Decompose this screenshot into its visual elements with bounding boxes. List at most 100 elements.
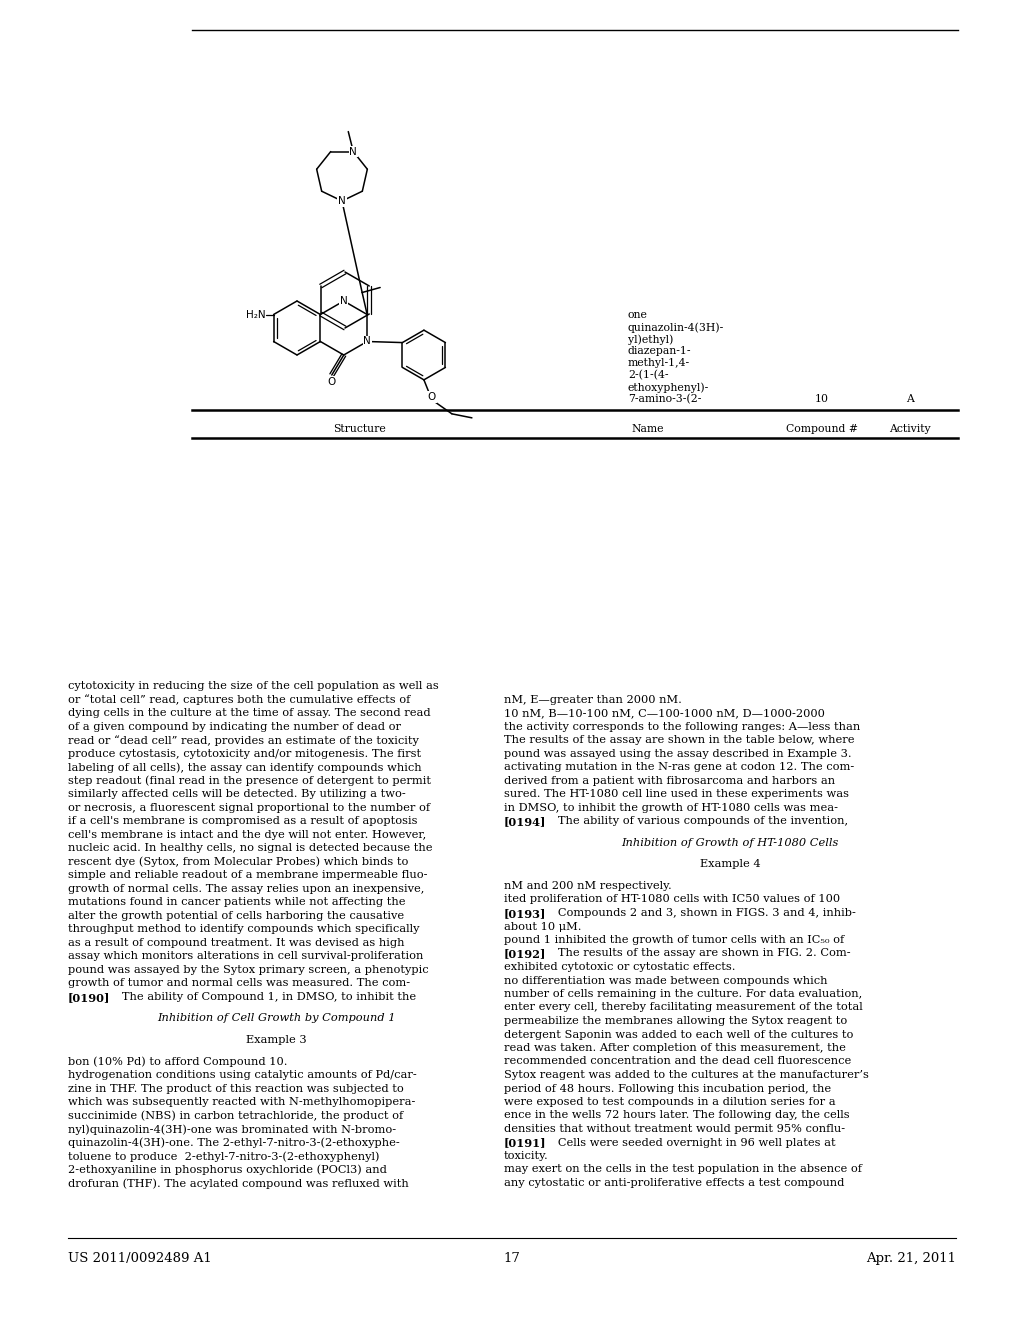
Text: of a given compound by indicating the number of dead or: of a given compound by indicating the nu… <box>68 722 401 731</box>
Text: N: N <box>349 147 357 157</box>
Text: activating mutation in the N-ras gene at codon 12. The com-: activating mutation in the N-ras gene at… <box>504 762 854 772</box>
Text: simple and reliable readout of a membrane impermeable fluo-: simple and reliable readout of a membran… <box>68 870 427 880</box>
Text: Compounds 2 and 3, shown in FIGS. 3 and 4, inhib-: Compounds 2 and 3, shown in FIGS. 3 and … <box>547 908 856 917</box>
Text: cytotoxicity in reducing the size of the cell population as well as: cytotoxicity in reducing the size of the… <box>68 681 438 692</box>
Text: ited proliferation of HT-1080 cells with IC50 values of 100: ited proliferation of HT-1080 cells with… <box>504 895 840 904</box>
Text: throughput method to identify compounds which specifically: throughput method to identify compounds … <box>68 924 420 935</box>
Text: no differentiation was made between compounds which: no differentiation was made between comp… <box>504 975 827 986</box>
Text: hydrogenation conditions using catalytic amounts of Pd/car-: hydrogenation conditions using catalytic… <box>68 1071 417 1080</box>
Text: alter the growth potential of cells harboring the causative: alter the growth potential of cells harb… <box>68 911 404 921</box>
Text: detergent Saponin was added to each well of the cultures to: detergent Saponin was added to each well… <box>504 1030 853 1040</box>
Text: N: N <box>340 296 347 306</box>
Text: densities that without treatment would permit 95% conflu-: densities that without treatment would p… <box>504 1125 845 1134</box>
Text: succinimide (NBS) in carbon tetrachloride, the product of: succinimide (NBS) in carbon tetrachlorid… <box>68 1110 403 1121</box>
Text: [0191]: [0191] <box>504 1138 547 1148</box>
Text: diazepan-1-: diazepan-1- <box>628 346 691 356</box>
Text: pound was assayed by the Sytox primary screen, a phenotypic: pound was assayed by the Sytox primary s… <box>68 965 429 974</box>
Text: [0194]: [0194] <box>504 816 547 828</box>
Text: nucleic acid. In healthy cells, no signal is detected because the: nucleic acid. In healthy cells, no signa… <box>68 843 432 853</box>
Text: toluene to produce  2-ethyl-7-nitro-3-(2-ethoxyphenyl): toluene to produce 2-ethyl-7-nitro-3-(2-… <box>68 1151 380 1162</box>
Text: Inhibition of Growth of HT-1080 Cells: Inhibition of Growth of HT-1080 Cells <box>622 838 839 847</box>
Text: ence in the wells 72 hours later. The following day, the cells: ence in the wells 72 hours later. The fo… <box>504 1110 850 1121</box>
Text: yl)ethyl): yl)ethyl) <box>628 334 674 345</box>
Text: similarly affected cells will be detected. By utilizing a two-: similarly affected cells will be detecte… <box>68 789 406 799</box>
Text: or “total cell” read, captures both the cumulative effects of: or “total cell” read, captures both the … <box>68 694 411 705</box>
Text: as a result of compound treatment. It was devised as high: as a result of compound treatment. It wa… <box>68 937 404 948</box>
Text: step readout (final read in the presence of detergent to permit: step readout (final read in the presence… <box>68 776 431 787</box>
Text: read or “dead cell” read, provides an estimate of the toxicity: read or “dead cell” read, provides an es… <box>68 735 419 746</box>
Text: 10: 10 <box>815 393 829 404</box>
Text: H₂N: H₂N <box>246 309 265 319</box>
Text: growth of normal cells. The assay relies upon an inexpensive,: growth of normal cells. The assay relies… <box>68 883 424 894</box>
Text: [0193]: [0193] <box>504 908 547 919</box>
Text: The ability of various compounds of the invention,: The ability of various compounds of the … <box>547 816 848 826</box>
Text: if a cell's membrane is compromised as a result of apoptosis: if a cell's membrane is compromised as a… <box>68 816 418 826</box>
Text: methyl-1,4-: methyl-1,4- <box>628 358 690 368</box>
Text: labeling of all cells), the assay can identify compounds which: labeling of all cells), the assay can id… <box>68 762 422 772</box>
Text: nM and 200 nM respectively.: nM and 200 nM respectively. <box>504 880 672 891</box>
Text: in DMSO, to inhibit the growth of HT-1080 cells was mea-: in DMSO, to inhibit the growth of HT-108… <box>504 803 838 813</box>
Text: 2-ethoxyaniline in phosphorus oxychloride (POCl3) and: 2-ethoxyaniline in phosphorus oxychlorid… <box>68 1164 387 1175</box>
Text: The results of the assay are shown in the table below, where: The results of the assay are shown in th… <box>504 735 854 746</box>
Text: pound 1 inhibited the growth of tumor cells with an IC₅₀ of: pound 1 inhibited the growth of tumor ce… <box>504 935 844 945</box>
Text: ethoxyphenyl)-: ethoxyphenyl)- <box>628 381 710 392</box>
Text: number of cells remaining in the culture. For data evaluation,: number of cells remaining in the culture… <box>504 989 862 999</box>
Text: the activity corresponds to the following ranges: A—less than: the activity corresponds to the followin… <box>504 722 860 731</box>
Text: or necrosis, a fluorescent signal proportional to the number of: or necrosis, a fluorescent signal propor… <box>68 803 430 813</box>
Text: Inhibition of Cell Growth by Compound 1: Inhibition of Cell Growth by Compound 1 <box>157 1014 395 1023</box>
Text: sured. The HT-1080 cell line used in these experiments was: sured. The HT-1080 cell line used in the… <box>504 789 849 799</box>
Text: enter every cell, thereby facilitating measurement of the total: enter every cell, thereby facilitating m… <box>504 1002 863 1012</box>
Text: quinazolin-4(3H)-one. The 2-ethyl-7-nitro-3-(2-ethoxyphe-: quinazolin-4(3H)-one. The 2-ethyl-7-nitr… <box>68 1138 399 1148</box>
Text: Name: Name <box>632 424 665 434</box>
Text: The results of the assay are shown in FIG. 2. Com-: The results of the assay are shown in FI… <box>547 949 851 958</box>
Text: about 10 μM.: about 10 μM. <box>504 921 582 932</box>
Text: derived from a patient with fibrosarcoma and harbors an: derived from a patient with fibrosarcoma… <box>504 776 836 785</box>
Text: 2-(1-(4-: 2-(1-(4- <box>628 370 669 380</box>
Text: Cells were seeded overnight in 96 well plates at: Cells were seeded overnight in 96 well p… <box>547 1138 836 1147</box>
Text: may exert on the cells in the test population in the absence of: may exert on the cells in the test popul… <box>504 1164 862 1175</box>
Text: drofuran (THF). The acylated compound was refluxed with: drofuran (THF). The acylated compound wa… <box>68 1177 409 1188</box>
Text: [0190]: [0190] <box>68 991 111 1003</box>
Text: 17: 17 <box>504 1251 520 1265</box>
Text: A: A <box>906 393 914 404</box>
Text: O: O <box>328 378 336 387</box>
Text: Sytox reagent was added to the cultures at the manufacturer’s: Sytox reagent was added to the cultures … <box>504 1071 869 1080</box>
Text: which was subsequently reacted with N-methylhomopipera-: which was subsequently reacted with N-me… <box>68 1097 416 1107</box>
Text: Activity: Activity <box>889 424 931 434</box>
Text: dying cells in the culture at the time of assay. The second read: dying cells in the culture at the time o… <box>68 709 431 718</box>
Text: produce cytostasis, cytotoxicity and/or mitogenesis. The first: produce cytostasis, cytotoxicity and/or … <box>68 748 421 759</box>
Text: read was taken. After completion of this measurement, the: read was taken. After completion of this… <box>504 1043 846 1053</box>
Text: growth of tumor and normal cells was measured. The com-: growth of tumor and normal cells was mea… <box>68 978 411 989</box>
Text: zine in THF. The product of this reaction was subjected to: zine in THF. The product of this reactio… <box>68 1084 403 1093</box>
Text: N: N <box>364 337 371 346</box>
Text: cell's membrane is intact and the dye will not enter. However,: cell's membrane is intact and the dye wi… <box>68 830 426 840</box>
Text: one: one <box>628 310 648 319</box>
Text: Example 3: Example 3 <box>246 1035 306 1045</box>
Text: assay which monitors alterations in cell survival-proliferation: assay which monitors alterations in cell… <box>68 952 423 961</box>
Text: Apr. 21, 2011: Apr. 21, 2011 <box>866 1251 956 1265</box>
Text: nyl)quinazolin-4(3H)-one was brominated with N-bromo-: nyl)quinazolin-4(3H)-one was brominated … <box>68 1125 396 1135</box>
Text: permeabilize the membranes allowing the Sytox reagent to: permeabilize the membranes allowing the … <box>504 1016 847 1026</box>
Text: [0192]: [0192] <box>504 949 547 960</box>
Text: N: N <box>338 195 346 206</box>
Text: rescent dye (Sytox, from Molecular Probes) which binds to: rescent dye (Sytox, from Molecular Probe… <box>68 857 409 867</box>
Text: Compound #: Compound # <box>786 424 858 434</box>
Text: 10 nM, B—10-100 nM, C—100-1000 nM, D—1000-2000: 10 nM, B—10-100 nM, C—100-1000 nM, D—100… <box>504 709 825 718</box>
Text: any cytostatic or anti-proliferative effects a test compound: any cytostatic or anti-proliferative eff… <box>504 1177 845 1188</box>
Text: mutations found in cancer patients while not affecting the: mutations found in cancer patients while… <box>68 898 406 907</box>
Text: pound was assayed using the assay described in Example 3.: pound was assayed using the assay descri… <box>504 748 852 759</box>
Text: period of 48 hours. Following this incubation period, the: period of 48 hours. Following this incub… <box>504 1084 831 1093</box>
Text: Example 4: Example 4 <box>699 859 760 870</box>
Text: bon (10% Pd) to afford Compound 10.: bon (10% Pd) to afford Compound 10. <box>68 1056 288 1067</box>
Text: were exposed to test compounds in a dilution series for a: were exposed to test compounds in a dilu… <box>504 1097 836 1107</box>
Text: recommended concentration and the dead cell fluorescence: recommended concentration and the dead c… <box>504 1056 851 1067</box>
Text: US 2011/0092489 A1: US 2011/0092489 A1 <box>68 1251 212 1265</box>
Text: nM, E—greater than 2000 nM.: nM, E—greater than 2000 nM. <box>504 694 682 705</box>
Text: exhibited cytotoxic or cytostatic effects.: exhibited cytotoxic or cytostatic effect… <box>504 962 735 972</box>
Text: The ability of Compound 1, in DMSO, to inhibit the: The ability of Compound 1, in DMSO, to i… <box>111 991 416 1002</box>
Text: quinazolin-4(3H)-: quinazolin-4(3H)- <box>628 322 724 333</box>
Text: toxicity.: toxicity. <box>504 1151 549 1162</box>
Text: O: O <box>428 392 436 401</box>
Text: Structure: Structure <box>334 424 386 434</box>
Text: 7-amino-3-(2-: 7-amino-3-(2- <box>628 393 701 404</box>
